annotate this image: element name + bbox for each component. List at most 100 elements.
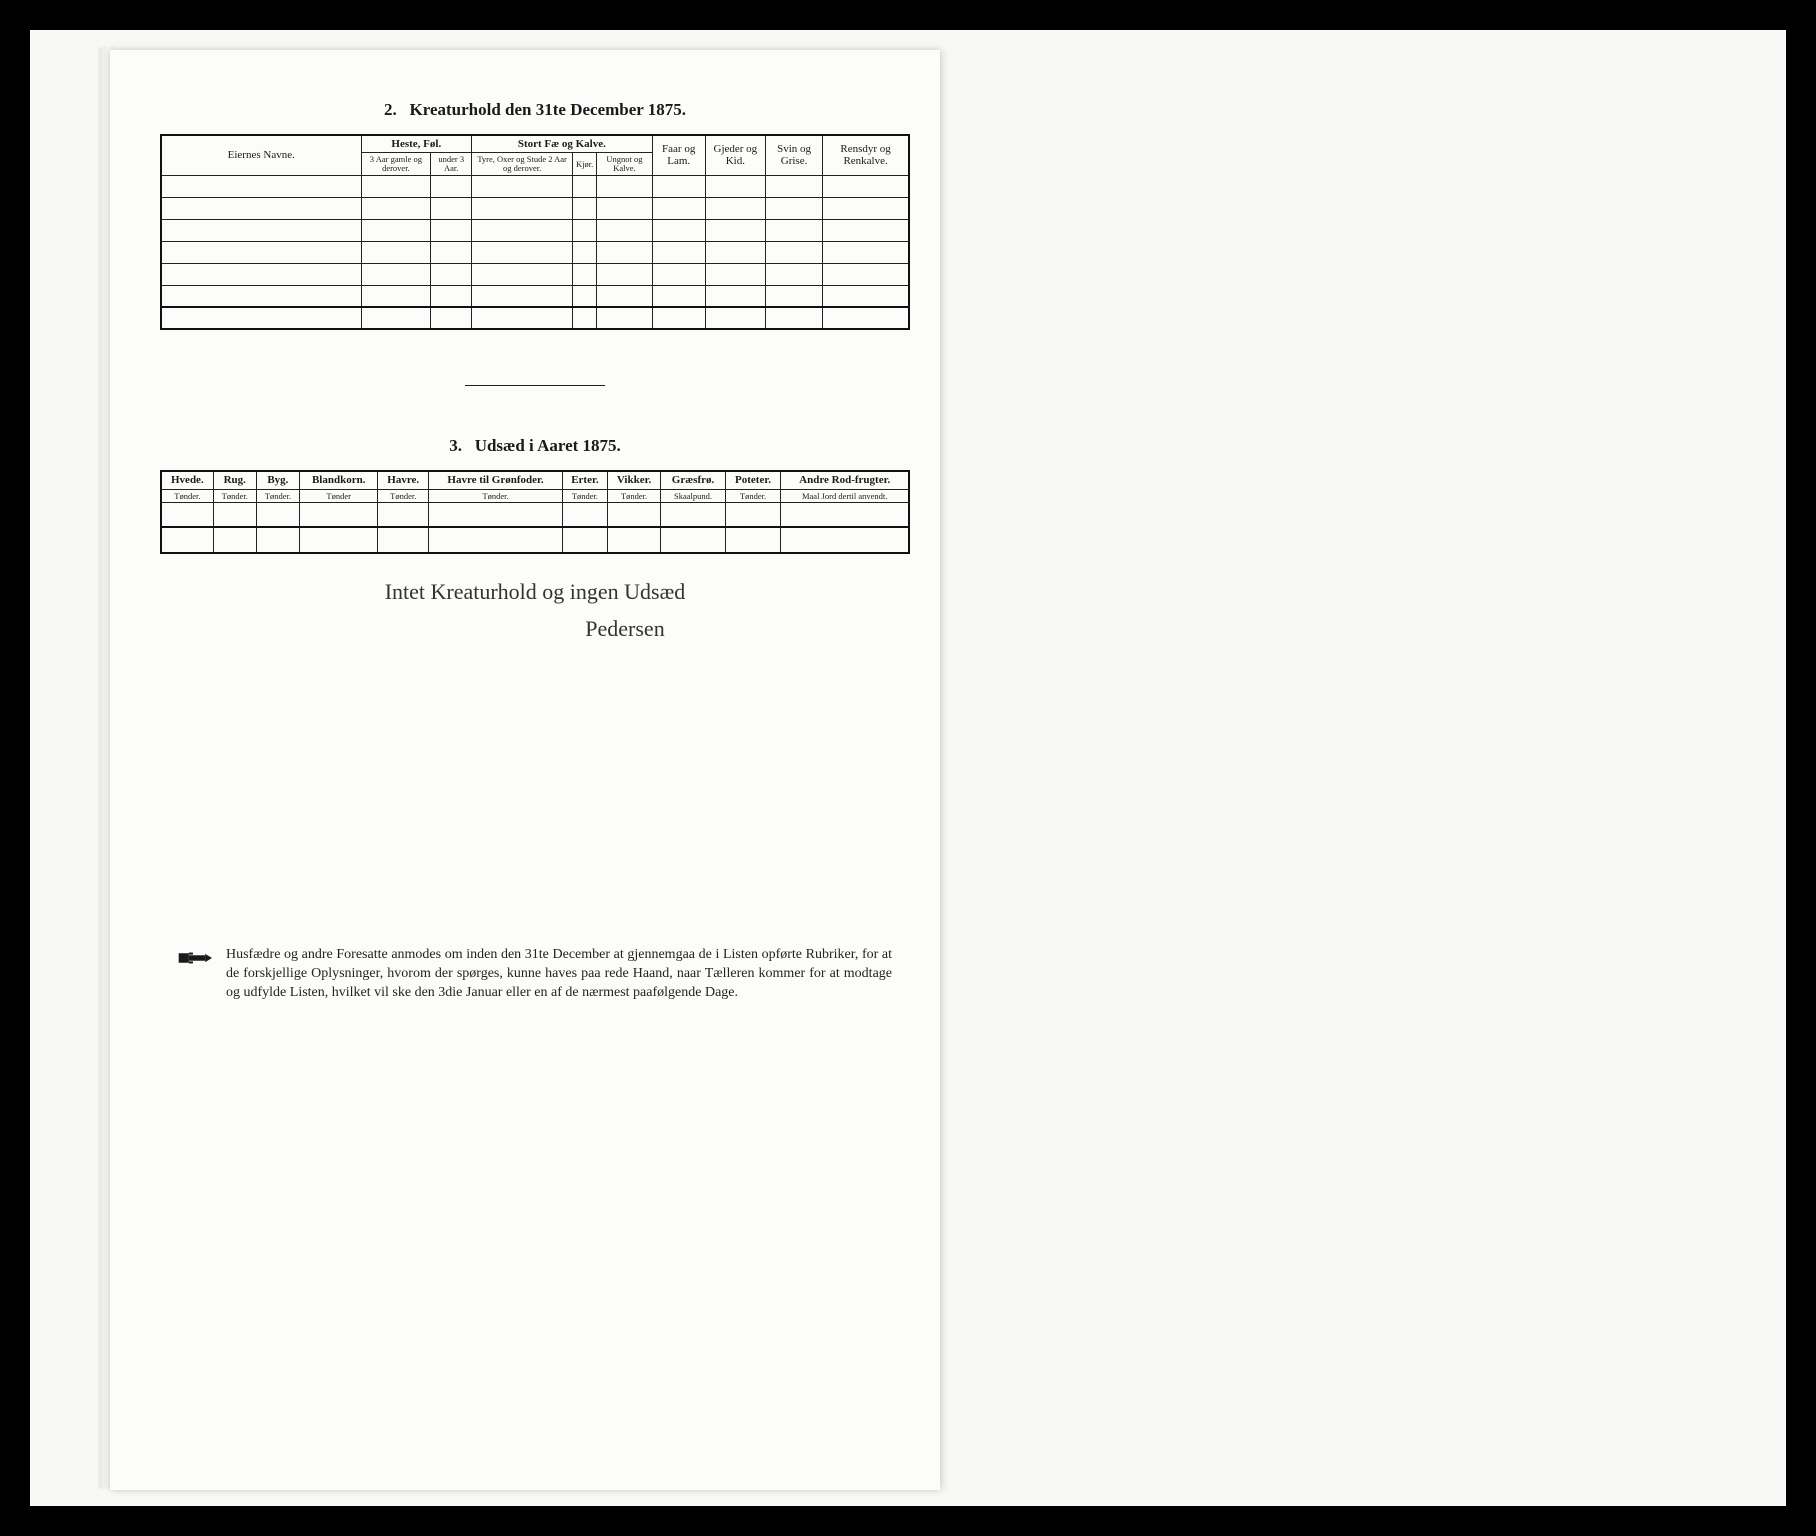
col-gjeder: Gjeder og Kid.	[705, 135, 765, 175]
seed-col-0-unit: Tønder.	[161, 489, 213, 503]
handwritten-signature: Pedersen	[340, 611, 910, 646]
table-cell	[705, 285, 765, 307]
table-cell	[161, 307, 361, 329]
section-2-title-text: Kreaturhold den 31te December 1875.	[409, 100, 686, 119]
table-row	[161, 285, 909, 307]
table-cell	[765, 175, 822, 197]
table-cell	[652, 285, 705, 307]
table-cell	[661, 527, 725, 553]
table-cell	[652, 219, 705, 241]
table-cell	[563, 503, 608, 527]
table-cell	[361, 307, 431, 329]
table-summary-row	[161, 307, 909, 329]
table-cell	[161, 285, 361, 307]
seed-col-10-unit: Maal Jord dertil anvendt.	[781, 489, 909, 503]
table-cell	[652, 241, 705, 263]
scan-background: 2. Kreaturhold den 31te December 1875. E…	[30, 30, 1786, 1506]
seed-col-9-label: Poteter.	[725, 471, 781, 489]
seed-col-5-unit: Tønder.	[428, 489, 562, 503]
table-row	[161, 263, 909, 285]
table-cell	[161, 197, 361, 219]
col-svin: Svin og Grise.	[765, 135, 822, 175]
table-cell	[705, 219, 765, 241]
col-storfe-sub3: Ungnot og Kalve.	[597, 153, 652, 176]
seed-col-4-unit: Tønder.	[378, 489, 428, 503]
seed-col-1-label: Rug.	[213, 471, 256, 489]
table-cell	[431, 263, 472, 285]
table-row	[161, 219, 909, 241]
table-cell	[597, 263, 652, 285]
table-summary-row	[161, 527, 909, 553]
table-cell	[431, 219, 472, 241]
table-cell	[573, 263, 597, 285]
seed-col-6-label: Erter.	[563, 471, 608, 489]
table-cell	[765, 285, 822, 307]
table-cell	[661, 503, 725, 527]
col-heste-sub2: under 3 Aar.	[431, 153, 472, 176]
section-3-title: 3. Udsæd i Aaret 1875.	[160, 436, 910, 456]
table-cell	[472, 219, 573, 241]
table-cell	[597, 175, 652, 197]
table-cell	[705, 197, 765, 219]
seed-col-2-unit: Tønder.	[256, 489, 299, 503]
table-cell	[705, 263, 765, 285]
col-group-heste: Heste, Føl.	[361, 135, 472, 153]
seed-col-3-label: Blandkorn.	[299, 471, 378, 489]
footnote-text: Husfædre og andre Foresatte anmodes om i…	[226, 946, 892, 1003]
seed-col-7-label: Vikker.	[607, 471, 661, 489]
table-cell	[428, 527, 562, 553]
table-cell	[823, 285, 909, 307]
table-cell	[213, 527, 256, 553]
table-row	[161, 175, 909, 197]
table-cell	[256, 503, 299, 527]
seed-col-5-label: Havre til Grønfoder.	[428, 471, 562, 489]
document-page: 2. Kreaturhold den 31te December 1875. E…	[110, 50, 940, 1490]
table-cell	[161, 175, 361, 197]
seed-col-8-label: Græsfrø.	[661, 471, 725, 489]
seed-col-1-unit: Tønder.	[213, 489, 256, 503]
table-cell	[573, 241, 597, 263]
table-cell	[823, 263, 909, 285]
section-divider	[465, 385, 605, 386]
table-cell	[597, 197, 652, 219]
section-2-number: 2.	[384, 100, 397, 119]
table-cell	[361, 263, 431, 285]
table-cell	[361, 241, 431, 263]
table-cell	[765, 263, 822, 285]
table-row	[161, 503, 909, 527]
table-cell	[607, 527, 661, 553]
table-cell	[652, 175, 705, 197]
seed-col-6-unit: Tønder.	[563, 489, 608, 503]
seed-col-2-label: Byg.	[256, 471, 299, 489]
table-cell	[472, 285, 573, 307]
table-cell	[428, 503, 562, 527]
table-cell	[563, 527, 608, 553]
table-cell	[823, 219, 909, 241]
col-rensdyr: Rensdyr og Renkalve.	[823, 135, 909, 175]
table-cell	[652, 307, 705, 329]
table-cell	[573, 219, 597, 241]
table-cell	[472, 307, 573, 329]
table-cell	[705, 241, 765, 263]
section-3-number: 3.	[449, 436, 462, 455]
table-cell	[361, 285, 431, 307]
table-cell	[472, 263, 573, 285]
table-cell	[823, 307, 909, 329]
table-cell	[765, 197, 822, 219]
seed-col-9-unit: Tønder.	[725, 489, 781, 503]
col-owners-name: Eiernes Navne.	[161, 135, 361, 175]
table-cell	[765, 307, 822, 329]
footnote-block: Husfædre og andre Foresatte anmodes om i…	[160, 946, 910, 1003]
table-cell	[573, 175, 597, 197]
seed-col-0-label: Hvede.	[161, 471, 213, 489]
table-cell	[823, 241, 909, 263]
table-cell	[781, 527, 909, 553]
col-heste-sub1: 3 Aar gamle og derover.	[361, 153, 431, 176]
table-cell	[431, 175, 472, 197]
table-cell	[765, 241, 822, 263]
table-cell	[597, 241, 652, 263]
seed-col-8-unit: Skaalpund.	[661, 489, 725, 503]
handwritten-note: Intet Kreaturhold og ingen Udsæd Pederse…	[160, 574, 910, 646]
table-cell	[431, 241, 472, 263]
table-cell	[161, 503, 213, 527]
